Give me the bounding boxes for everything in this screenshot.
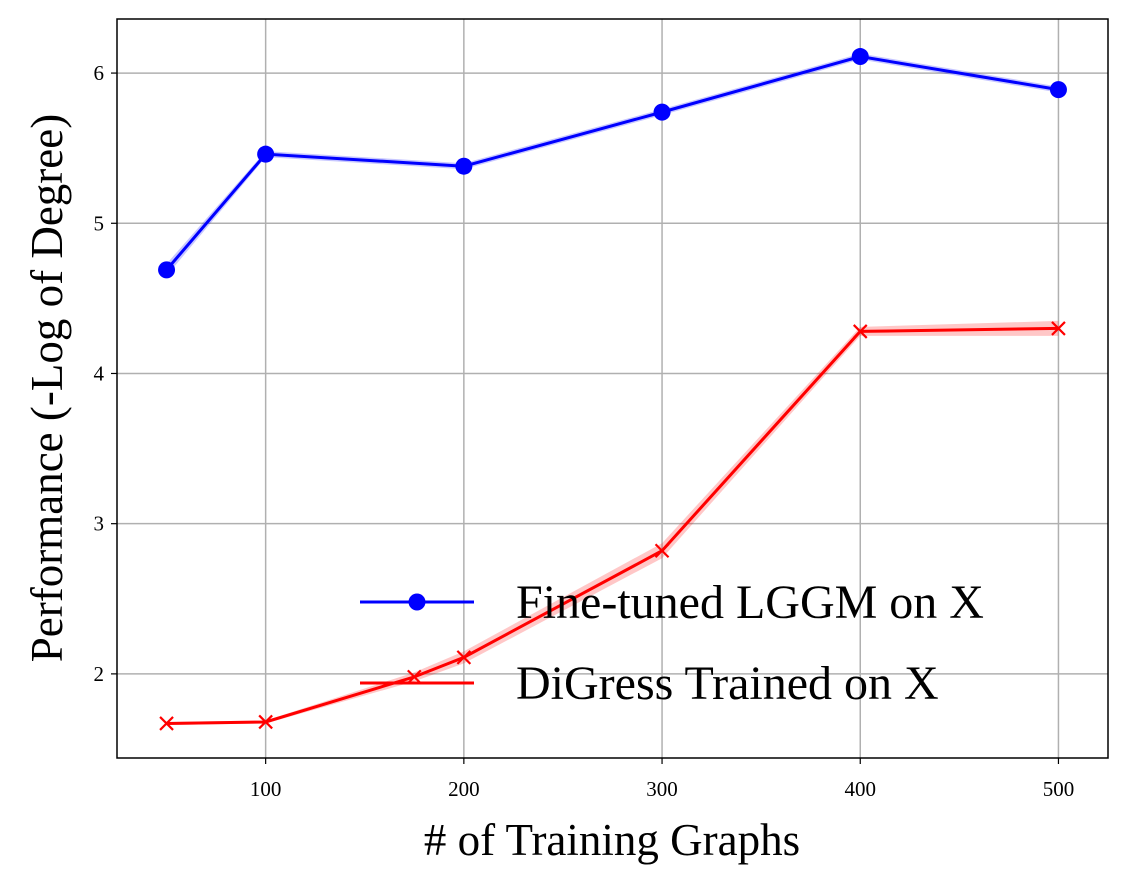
data-point-stroke — [258, 714, 273, 730]
data-point — [158, 261, 176, 279]
x-tick-label: 200 — [448, 777, 480, 801]
y-tick-label: 6 — [94, 61, 105, 85]
y-tick-label: 4 — [94, 361, 105, 385]
data-point-stroke — [1051, 321, 1066, 336]
series-1-line — [165, 55, 1059, 271]
data-point-stroke — [456, 650, 472, 665]
x-tick-label: 400 — [845, 777, 877, 801]
data-point — [851, 48, 869, 66]
series-2 — [159, 321, 1066, 731]
plot-frame — [116, 18, 1109, 759]
x-tick-label: 300 — [646, 777, 678, 801]
data-point-stroke — [159, 716, 174, 731]
legend-label: Fine-tuned LGGM on X — [516, 576, 984, 629]
data-point-stroke — [654, 543, 670, 558]
y-axis-label: Performance (-Log of Degree) — [22, 114, 72, 662]
x-axis-label: # of Training Graphs — [424, 815, 800, 865]
data-point — [653, 103, 671, 121]
data-point — [852, 324, 868, 339]
legend-marker — [408, 593, 426, 611]
data-point — [456, 650, 472, 665]
y-tick-label: 5 — [94, 211, 105, 235]
grid-layer — [117, 19, 1108, 758]
tick-layer: 100 200 300 400 500 2 3 4 5 6 — [94, 61, 1075, 801]
legend-item-2: DiGress Trained on X — [360, 657, 939, 710]
data-point — [654, 543, 670, 558]
data-point-stroke — [852, 324, 868, 339]
y-tick-label: 2 — [94, 662, 105, 686]
series-1 — [158, 48, 1067, 279]
x-tick-label: 500 — [1043, 777, 1075, 801]
x-tick-label: 100 — [250, 777, 282, 801]
legend-label: DiGress Trained on X — [516, 657, 939, 710]
series-layer — [158, 48, 1067, 731]
data-point — [159, 716, 174, 731]
y-tick-label: 3 — [94, 512, 105, 536]
legend-item-1: Fine-tuned LGGM on X — [360, 576, 984, 629]
data-point — [1051, 321, 1066, 336]
data-point — [1049, 81, 1067, 99]
data-point-stroke — [407, 669, 422, 685]
legend: Fine-tuned LGGM on X DiGress Trained on X — [360, 576, 984, 710]
data-point — [258, 714, 273, 730]
data-point — [257, 145, 275, 163]
data-point — [455, 157, 473, 175]
data-point — [407, 669, 422, 685]
